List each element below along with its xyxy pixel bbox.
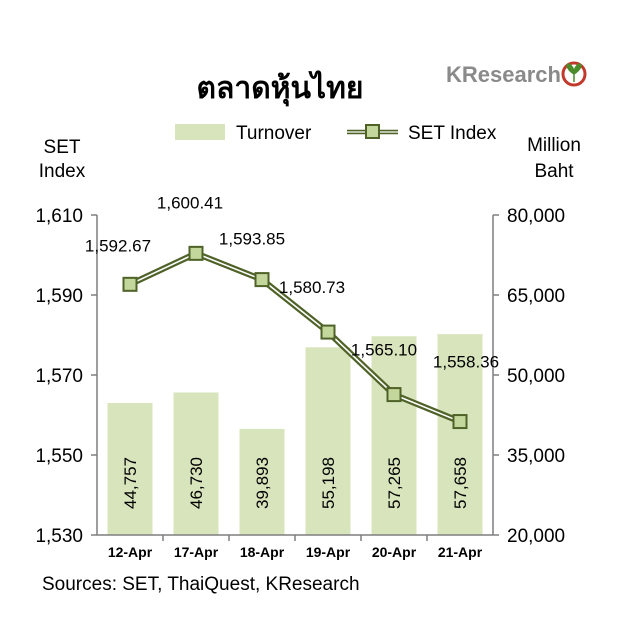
- source-note: Sources: SET, ThaiQuest, KResearch: [42, 574, 360, 595]
- turnover-bar: [437, 334, 483, 535]
- turnover-bar: [305, 347, 351, 535]
- left-tick-label: 1,550: [35, 446, 83, 467]
- axis-ticks: 1,530 1,550 1,570 1,590 1,610 20,000 35,000 50,…: [35, 206, 565, 547]
- turnover-bar-label: 55,198: [319, 457, 338, 509]
- turnover-bars: [107, 334, 483, 535]
- set-index-data-label: 1,593.85: [219, 230, 285, 249]
- set-index-line-highlight: [129, 252, 461, 423]
- set-index-point: [188, 245, 204, 261]
- right-tick-label: 35,000: [507, 446, 565, 467]
- turnover-bar: [107, 402, 153, 535]
- category-label: 17-Apr: [174, 544, 219, 560]
- category-label: 21-Apr: [438, 544, 483, 560]
- set-index-data-label: 1,592.67: [85, 236, 151, 255]
- kresearch-logo: KResearch: [446, 61, 587, 87]
- set-index-point: [452, 414, 468, 430]
- left-axis-title-line1: SET: [44, 137, 81, 158]
- category-label: 19-Apr: [306, 544, 351, 560]
- legend-turnover-swatch: [175, 124, 225, 140]
- brand-name: KResearch: [446, 62, 561, 87]
- set-index-point: [386, 387, 402, 403]
- turnover-bar-label: 57,658: [451, 457, 470, 509]
- right-tick-label: 65,000: [507, 286, 565, 307]
- category-label: 20-Apr: [372, 544, 417, 560]
- turnover-bar-label: 57,265: [385, 457, 404, 509]
- chart-title: ตลาดหุ้นไทย: [197, 70, 364, 107]
- left-tick-label: 1,610: [35, 206, 83, 227]
- set-index-line-layer: [122, 245, 468, 430]
- right-tick-label: 50,000: [507, 366, 565, 387]
- turnover-bar-label: 39,893: [253, 457, 272, 509]
- set-index-data-label: 1,558.36: [433, 353, 499, 372]
- left-tick-label: 1,570: [35, 366, 83, 387]
- turnover-bar: [173, 392, 219, 535]
- turnover-bar: [239, 428, 285, 535]
- right-tick-label: 20,000: [507, 526, 565, 547]
- legend-set-index-label: SET Index: [408, 123, 497, 144]
- turnover-bar-label: 46,730: [187, 457, 206, 509]
- set-index-data-label: 1,580.73: [279, 278, 345, 297]
- category-labels: 12-Apr 17-Apr 18-Apr 19-Apr 20-Apr 21-Apr: [108, 544, 483, 560]
- right-tick-label: 80,000: [507, 206, 565, 227]
- set-index-point: [320, 324, 336, 340]
- left-tick-label: 1,590: [35, 286, 83, 307]
- turnover-bar-label: 44,757: [121, 457, 140, 509]
- set-index-data-labels: 1,592.67 1,600.41 1,593.85 1,580.73 1,565.10…: [85, 193, 499, 371]
- category-label: 18-Apr: [240, 544, 285, 560]
- set-index-data-label: 1,600.41: [157, 193, 223, 212]
- set-index-point: [254, 272, 270, 288]
- right-axis-title-line1: Million: [527, 135, 581, 156]
- legend-turnover-label: Turnover: [236, 123, 312, 144]
- legend: Turnover SET Index: [175, 123, 497, 144]
- legend-set-index-marker: [365, 124, 380, 139]
- logo-ring-icon: [561, 61, 587, 87]
- category-label: 12-Apr: [108, 544, 153, 560]
- set-index-data-label: 1,565.10: [351, 341, 417, 360]
- right-axis-title-line2: Baht: [534, 161, 574, 182]
- logo-leaf-icon: [566, 63, 582, 82]
- left-tick-label: 1,530: [35, 526, 83, 547]
- turnover-bar-labels: 44,757 46,730 39,893 55,198 57,265 57,658: [121, 457, 470, 509]
- set-index-point: [122, 276, 138, 292]
- left-axis-title-line2: Index: [39, 161, 86, 182]
- axes: [96, 215, 494, 536]
- turnover-bar: [371, 336, 417, 535]
